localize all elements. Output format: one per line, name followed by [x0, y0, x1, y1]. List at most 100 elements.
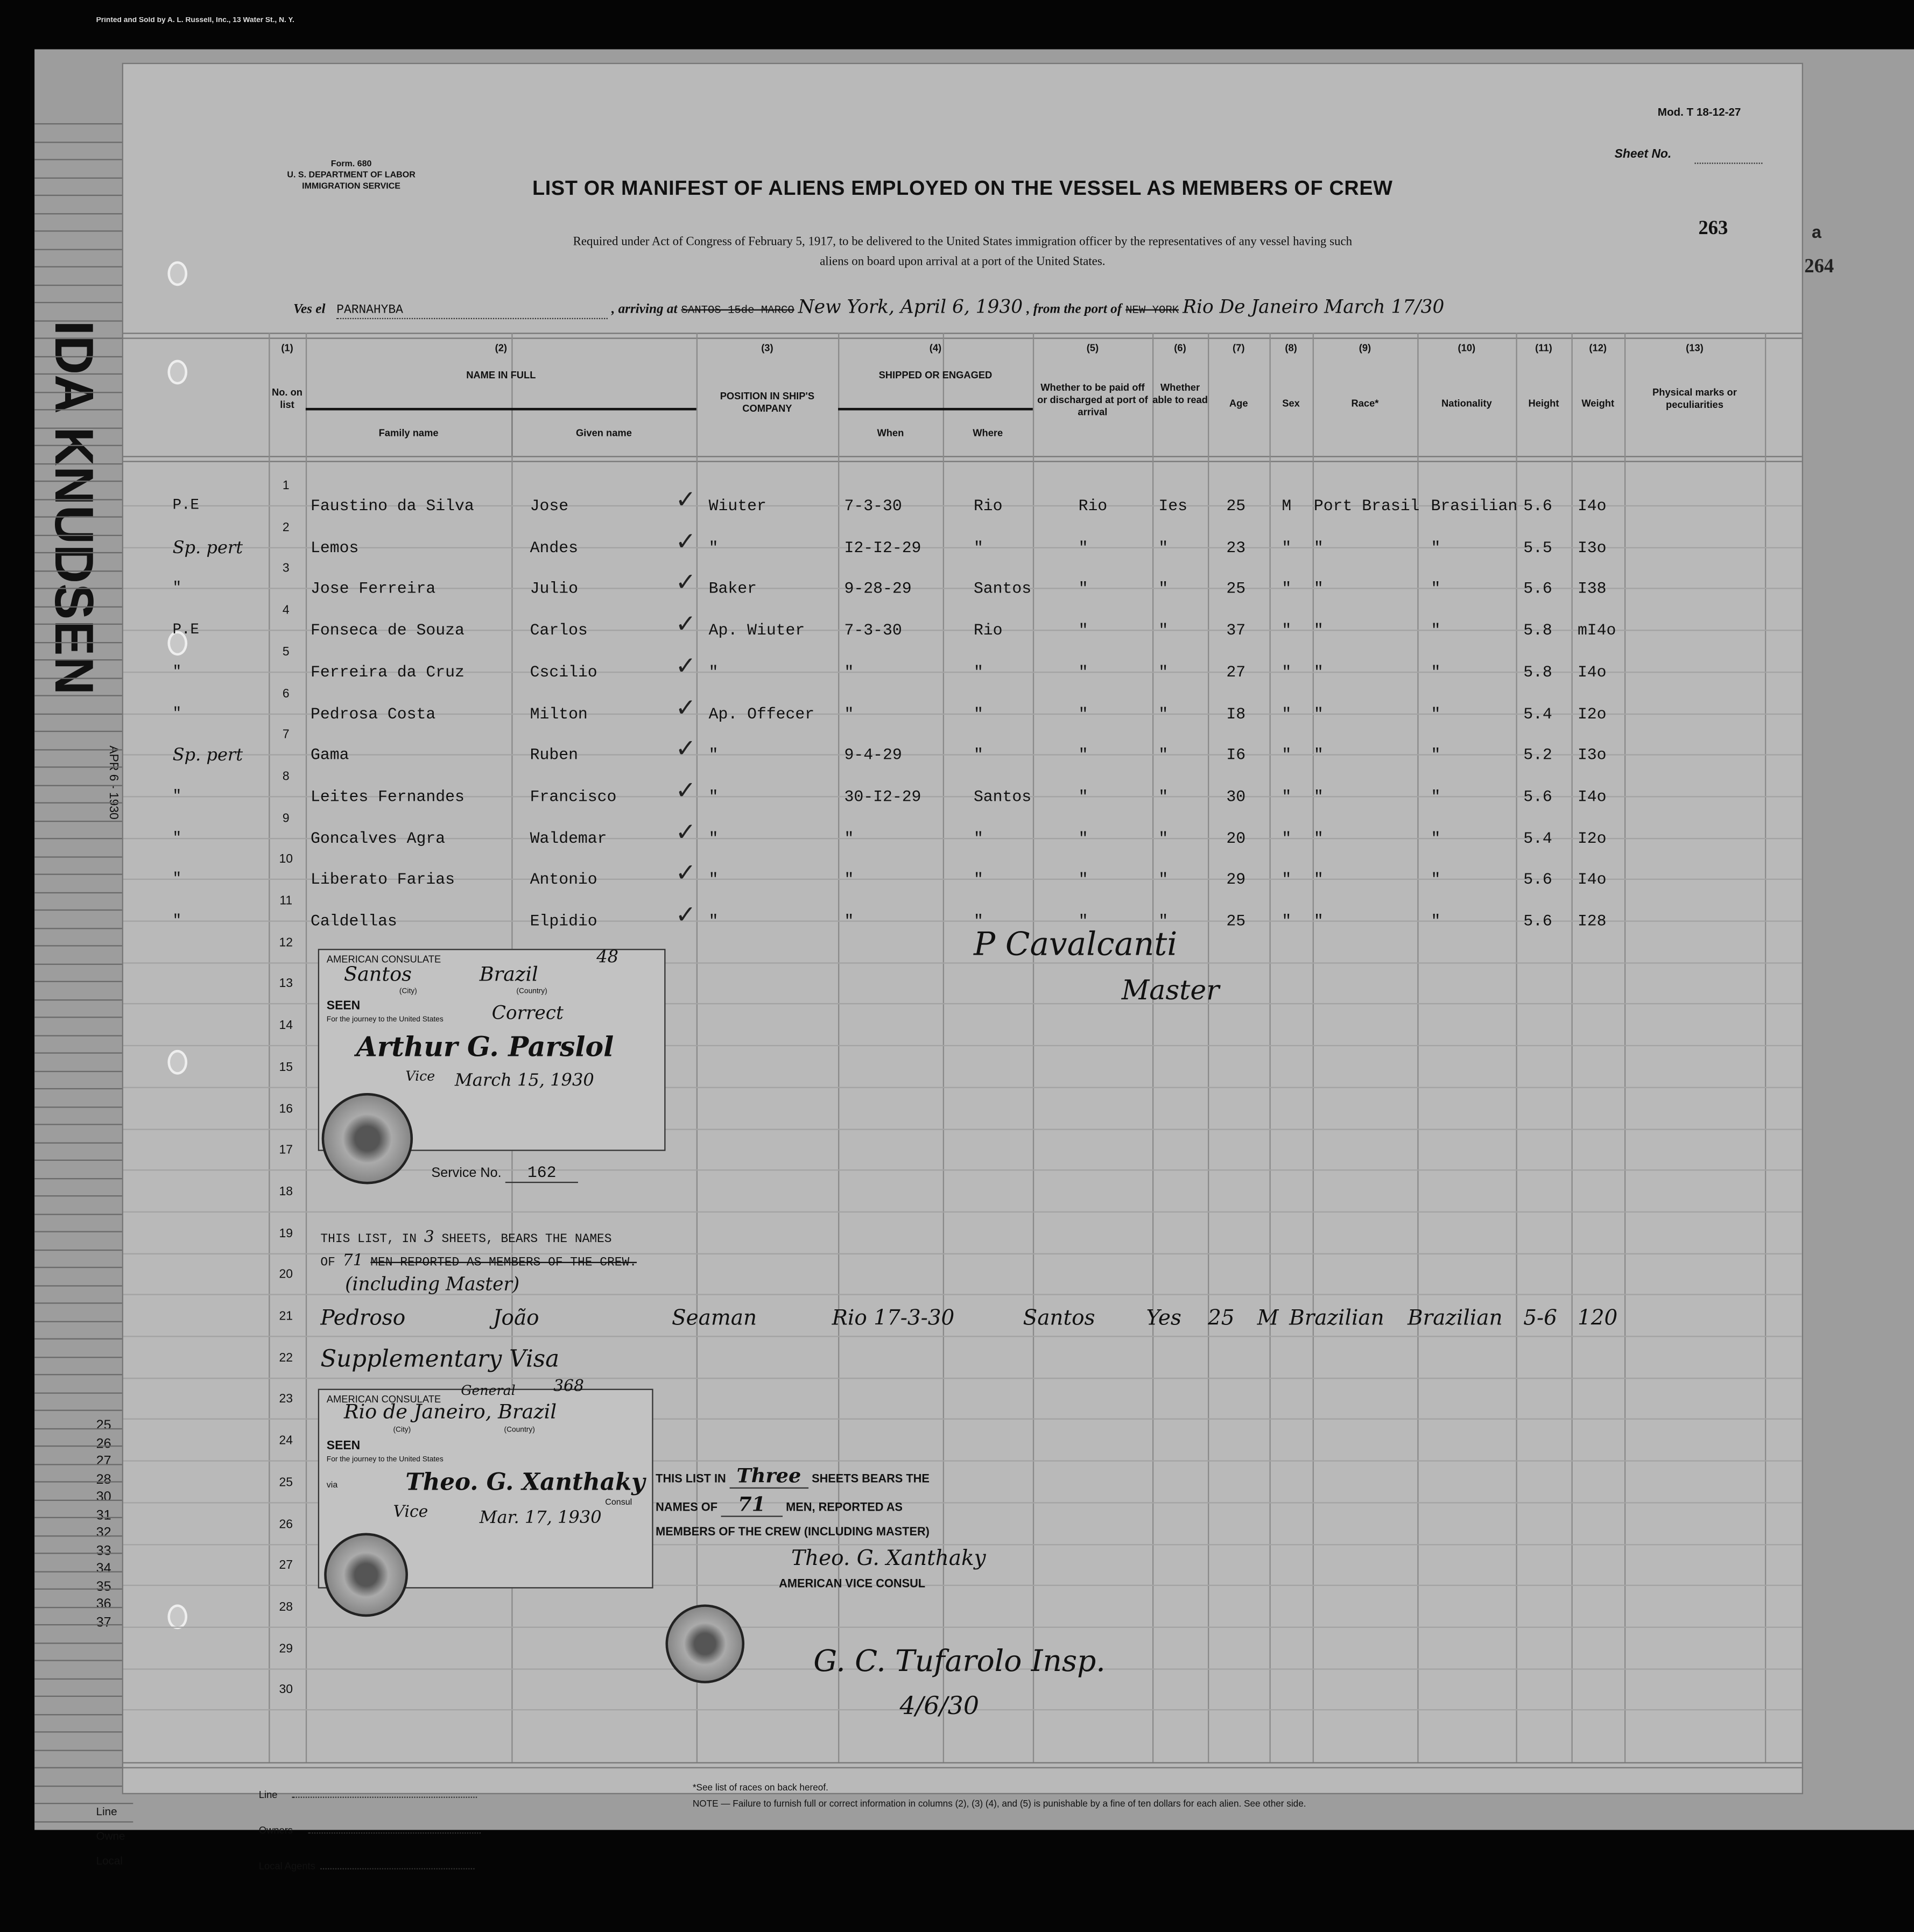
row-rule	[123, 713, 1802, 714]
handwritten-row-21: Pedroso João Seaman Rio 17-3-30 Santos Yes 25 M…	[123, 1306, 1802, 1343]
read-cell: Ies	[1158, 496, 1188, 516]
height-cell: 5.8	[1523, 621, 1552, 640]
ruled-line	[34, 981, 133, 982]
ruled-line	[34, 998, 133, 1000]
read-cell: "	[1158, 704, 1169, 723]
ruled-line	[34, 909, 133, 911]
where-cell: "	[973, 538, 983, 557]
row-rule	[123, 1419, 1802, 1420]
check-mark: ✓	[675, 902, 696, 929]
ruled-line	[34, 963, 133, 964]
read-cell: "	[1158, 787, 1169, 806]
margin-annotation: P.E	[172, 496, 200, 514]
height-cell: 5.4	[1523, 704, 1552, 723]
column-number: (1)	[281, 342, 293, 354]
where-cell: Santos	[973, 580, 1032, 598]
row-number: 25	[279, 1476, 293, 1490]
ruled-line	[34, 516, 133, 518]
stamp-correct: Correct	[491, 1002, 564, 1024]
nationality-cell: Brasilian	[1431, 496, 1518, 516]
from-typed: NEW YORK	[1125, 304, 1179, 317]
row-number: 12	[279, 936, 293, 950]
sex-cell: "	[1282, 787, 1292, 806]
ruled-line	[34, 1821, 133, 1822]
ruled-line	[34, 1606, 133, 1608]
row-number: 24	[279, 1434, 293, 1448]
ruled-line	[34, 409, 133, 411]
margin-annotation: "	[172, 580, 182, 597]
row-rule	[123, 1501, 1802, 1504]
ruled-line	[34, 320, 133, 321]
ruled-line	[34, 1713, 133, 1715]
row-rule	[123, 1045, 1802, 1047]
sex-cell: M	[1282, 496, 1292, 516]
table-row: " ✓ Ferreira da Cruz Cscilio " " " " " 27 " " " 5.8 I4…	[123, 653, 1802, 687]
ruled-line	[34, 212, 133, 214]
stamp-city-label: (City)	[393, 1427, 411, 1435]
header-race: Race*	[1351, 398, 1379, 410]
column-divider	[1269, 333, 1271, 1762]
ruled-line	[34, 1034, 133, 1036]
line-number: 34	[96, 1561, 111, 1576]
sheet-no-field	[1694, 163, 1763, 164]
ruled-line	[34, 891, 133, 893]
note-text: SHEETS BEARS THE	[812, 1472, 930, 1486]
ruled-line	[34, 337, 133, 339]
weight-cell: I2o	[1577, 829, 1607, 848]
sheet-count: 3	[424, 1228, 434, 1247]
ruled-line	[34, 1624, 133, 1626]
position-cell: Ap. Wiuter	[708, 621, 805, 640]
row-number: 4	[282, 604, 290, 618]
ruled-line	[34, 802, 133, 803]
given-cell: Waldemar	[530, 829, 607, 848]
nationality-cell: "	[1431, 912, 1441, 930]
ruled-line	[34, 1677, 133, 1679]
table-row: " ✓ Goncalves Agra Waldemar " " " " " 20 " " " 5.4 I2o	[123, 819, 1802, 854]
stamp-vice: Vice	[393, 1503, 428, 1522]
column-number: (5)	[1086, 342, 1099, 354]
nationality-cell: "	[1431, 621, 1441, 640]
column-divider	[269, 333, 270, 1762]
row-number: 2	[282, 520, 290, 535]
position-cell: "	[708, 829, 719, 848]
ruled-line	[34, 1195, 133, 1197]
race-cell: "	[1313, 580, 1324, 598]
ruled-line	[34, 1266, 133, 1268]
punch-hole	[167, 631, 188, 656]
inspector-date: 4/6/30	[899, 1690, 979, 1721]
ruled-line	[34, 784, 133, 786]
column-number: (4)	[929, 342, 942, 354]
nationality-cell: "	[1431, 745, 1441, 765]
header-where: Where	[973, 427, 1003, 439]
ruled-line	[34, 1338, 133, 1340]
header-nationality: Nationality	[1441, 398, 1492, 410]
row-rule	[123, 588, 1802, 590]
stamp-consul: Consul	[605, 1498, 632, 1507]
row-number: 26	[279, 1517, 293, 1532]
races-note: *See list of races on back hereof.	[692, 1782, 828, 1793]
row-number: 28	[279, 1600, 293, 1614]
header-family: Family name	[378, 427, 439, 439]
row-number: 30	[279, 1683, 293, 1697]
ruled-line	[34, 749, 133, 750]
weight-cell: I3o	[1577, 745, 1607, 765]
paid-cell: "	[1078, 745, 1088, 765]
subtitle: Required under Act of Congress of Februa…	[123, 233, 1802, 272]
where-cell: "	[973, 704, 983, 723]
ruled-line	[34, 1249, 133, 1251]
row-rule	[123, 1543, 1802, 1545]
where-cell: "	[973, 662, 983, 681]
row-number: 14	[279, 1019, 293, 1033]
ruled-line	[34, 1570, 133, 1572]
check-mark: ✓	[675, 736, 696, 763]
ruled-line	[34, 713, 133, 714]
footer-label: Local	[96, 1855, 123, 1867]
ruled-line	[34, 1731, 133, 1733]
consulate-general-seal	[665, 1604, 745, 1683]
service-number: Service No. 162	[431, 1163, 579, 1183]
edge-letter: a	[1812, 222, 1821, 242]
row-number: 5	[282, 645, 290, 659]
height-cell: 5.2	[1523, 745, 1552, 765]
ruled-line	[34, 1517, 133, 1519]
